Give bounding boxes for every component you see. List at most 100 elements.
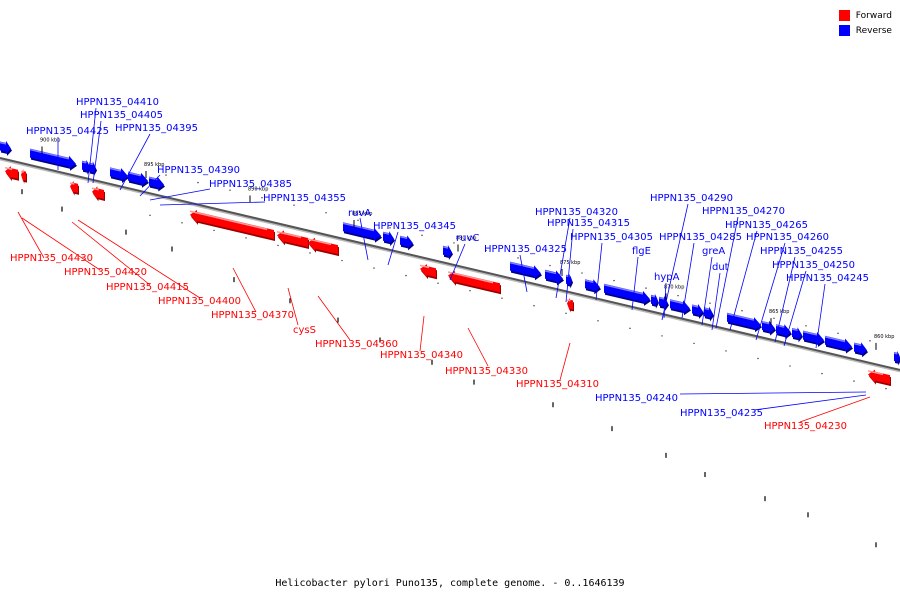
scale-tick-label: 900 kbp: [40, 137, 60, 143]
label-ruvA-text: ruvA: [348, 208, 371, 219]
scale-tick-6: 875 kbp: [560, 260, 580, 276]
grid-dot: [613, 279, 615, 282]
forward-gene-1: [4, 166, 19, 182]
label-ruvC-text: ruvC: [456, 233, 479, 244]
label-HPPN135_04230: HPPN135_04230: [764, 396, 871, 432]
label-HPPN135_04230-text: HPPN135_04230: [764, 421, 847, 432]
reverse-gene-1-body: [0, 140, 11, 154]
reverse-gene-5-highlight: [109, 167, 122, 172]
label-HPPN135_04240-text: HPPN135_04240: [595, 393, 678, 404]
label-HPPN135_04285-leader: [681, 242, 695, 319]
grid-dot: [245, 237, 247, 239]
label-HPPN135_04250: HPPN135_04250: [772, 260, 855, 347]
label-hypA: hypA: [654, 272, 680, 319]
forward-gene-2: [20, 169, 27, 184]
reverse-gene-14: [565, 273, 573, 289]
label-HPPN135_04345: HPPN135_04345: [373, 221, 456, 266]
label-HPPN135_04240-leader: [679, 391, 867, 395]
grid-dot: [405, 274, 407, 277]
forward-swatch: [838, 10, 850, 21]
grid-dot: [197, 181, 199, 184]
grid-dot: [885, 387, 887, 390]
label-HPPN135_04270-leader: [715, 216, 739, 329]
reverse-gene-16-body: [604, 283, 650, 304]
label-HPPN135_04315-text: HPPN135_04315: [547, 218, 630, 229]
forward-gene-1-body: [5, 166, 18, 180]
label-greA-text: greA: [702, 246, 725, 257]
label-HPPN135_04420-leader: [21, 217, 101, 271]
label-HPPN135_04265: HPPN135_04265: [725, 220, 808, 331]
label-ruvC: ruvC: [449, 233, 479, 281]
grid-dot: [549, 264, 551, 267]
forward-gene-6-highlight: [276, 231, 302, 239]
label-HPPN135_04255-leader: [774, 256, 796, 343]
label-greA-leader: [701, 256, 713, 326]
reverse-gene-6: [127, 171, 149, 188]
grid-dot: [869, 340, 871, 342]
label-HPPN135_04400-leader: [77, 219, 201, 299]
grid-dot: [757, 357, 759, 360]
reverse-gene-19-body: [670, 299, 690, 314]
reverse-gene-20: [691, 303, 704, 319]
label-dut: dut: [711, 262, 729, 331]
reverse-gene-26-body: [803, 330, 824, 345]
grid-dot: [725, 350, 727, 352]
label-HPPN135_04330-leader: [467, 327, 489, 367]
reverse-gene-22: [726, 312, 762, 333]
label-cysS-leader: [287, 287, 299, 326]
label-HPPN135_04320: HPPN135_04320: [535, 207, 618, 299]
reverse-gene-28-highlight: [853, 342, 862, 347]
reverse-gene-19: [669, 299, 691, 316]
forward-gene-5-highlight: [189, 210, 268, 231]
reverse-swatch: [838, 25, 850, 36]
label-HPPN135_04250-leader: [783, 270, 807, 347]
legend-reverse-label: Reverse: [855, 25, 892, 36]
legend: Forward Reverse: [838, 8, 892, 38]
label-HPPN135_04370-text: HPPN135_04370: [211, 310, 294, 321]
label-HPPN135_04235-text: HPPN135_04235: [680, 408, 763, 419]
label-HPPN135_04405-leader: [92, 120, 102, 184]
forward-gene-9-body: [448, 270, 500, 293]
grid-dot: [805, 325, 807, 327]
reverse-gene-23: [761, 320, 776, 336]
label-HPPN135_04320-leader: [555, 217, 571, 299]
label-ruvC-leader: [449, 243, 466, 281]
label-HPPN135_04290-text: HPPN135_04290: [650, 193, 733, 204]
genome-caption: Helicobacter pylori Puno135, complete ge…: [275, 578, 625, 589]
forward-gene-1-highlight: [4, 166, 13, 171]
label-HPPN135_04325-leader: [519, 254, 528, 293]
reverse-gene-15: [584, 279, 601, 295]
grid-dot: [149, 214, 151, 217]
reverse-gene-12: [509, 261, 542, 281]
label-HPPN135_04390: HPPN135_04390: [139, 165, 240, 197]
grid-dot: [517, 257, 519, 259]
label-HPPN135_04290-leader: [661, 203, 689, 321]
label-HPPN135_04395: HPPN135_04395: [115, 123, 198, 191]
label-HPPN135_04415-leader: [71, 221, 151, 286]
label-flgE-leader: [631, 256, 639, 311]
reverse-gene-27-highlight: [824, 336, 846, 343]
reverse-gene-17: [650, 293, 659, 309]
reverse-gene-9: [382, 231, 395, 247]
forward-gene-7-body: [308, 237, 338, 255]
reverse-gene-20-body: [692, 303, 703, 317]
label-HPPN135_04315: HPPN135_04315: [547, 218, 630, 303]
reverse-gene-26-highlight: [802, 330, 818, 336]
reverse-gene-12-body: [510, 261, 541, 279]
label-HPPN135_04255-text: HPPN135_04255: [760, 246, 843, 257]
label-HPPN135_04230-leader: [799, 396, 871, 423]
reverse-gene-28: [853, 342, 868, 358]
reverse-gene-15-highlight: [584, 279, 594, 283]
label-HPPN135_04245-text: HPPN135_04245: [786, 273, 869, 284]
reverse-gene-16-highlight: [603, 284, 644, 295]
forward-gene-8-body: [420, 264, 436, 278]
label-HPPN135_04415-text: HPPN135_04415: [106, 282, 189, 293]
label-HPPN135_04245-leader: [815, 283, 826, 349]
label-HPPN135_04310-leader: [559, 342, 571, 381]
forward-gene-11-highlight: [867, 370, 884, 376]
reverse-gene-13-body: [545, 269, 563, 284]
grid-dot: [565, 312, 567, 314]
forward-gene-11: [867, 369, 891, 387]
grid-dot: [661, 335, 663, 337]
reverse-gene-11: [442, 245, 453, 260]
